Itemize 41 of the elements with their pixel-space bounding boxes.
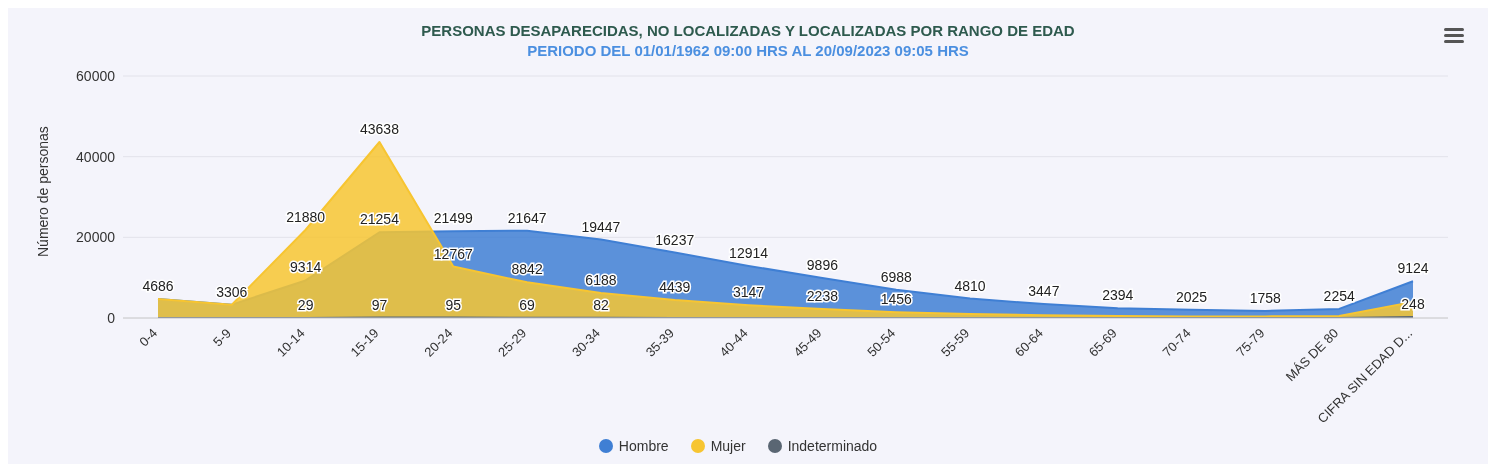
data-label: 9314 (290, 259, 322, 276)
y-tick-label: 0 (107, 309, 116, 326)
data-label: 12914 (729, 244, 769, 261)
legend-label: Indeterminado (786, 438, 878, 454)
data-label: 21254 (360, 211, 400, 228)
chart-subtitle: PERIODO DEL 01/01/1962 09:00 HRS AL 20/09/2023 09:05 HRS (526, 42, 970, 59)
data-label: 97 (371, 296, 388, 313)
x-tick-label: 5-9 (210, 325, 234, 350)
y-tick-label: 60000 (76, 67, 116, 84)
legend-label: Hombre (617, 438, 669, 454)
data-label: 1758 (1249, 289, 1282, 306)
data-label: 4686 (142, 278, 174, 295)
data-label: 95 (445, 296, 462, 313)
data-label: 19447 (581, 218, 621, 235)
data-label: 8842 (511, 261, 543, 278)
data-label: 2025 (1175, 288, 1208, 305)
data-label: 69 (519, 296, 536, 313)
x-tick-label: 0-4 (136, 325, 161, 350)
data-label: 2238 (806, 287, 839, 304)
data-label: 9896 (806, 257, 839, 274)
data-label: 21647 (507, 209, 547, 226)
data-label: 3147 (733, 284, 765, 301)
y-tick-label: 20000 (76, 229, 116, 246)
data-label: 4810 (954, 277, 986, 294)
data-label: 3447 (1028, 283, 1060, 300)
data-label: 16237 (655, 231, 695, 248)
chart-title: PERSONAS DESAPARECIDAS, NO LOCALIZADAS Y LOCALIZADAS POR RANGO DE EDAD (420, 22, 1076, 39)
y-tick-label: 40000 (76, 148, 116, 165)
data-label: 6188 (585, 272, 617, 289)
data-label: 6988 (880, 268, 913, 285)
data-label: 21499 (433, 210, 473, 227)
data-label: 2394 (1102, 287, 1134, 304)
y-axis-title: Número de personas (34, 126, 51, 257)
data-label: 2254 (1323, 287, 1355, 304)
data-label: 82 (593, 296, 609, 313)
data-label: 4439 (659, 279, 691, 296)
data-label: 29 (297, 296, 314, 313)
data-label: 9124 (1397, 260, 1429, 277)
data-label: 43638 (360, 120, 400, 137)
data-label: 1456 (880, 291, 913, 308)
legend-label: Mujer (709, 438, 746, 454)
